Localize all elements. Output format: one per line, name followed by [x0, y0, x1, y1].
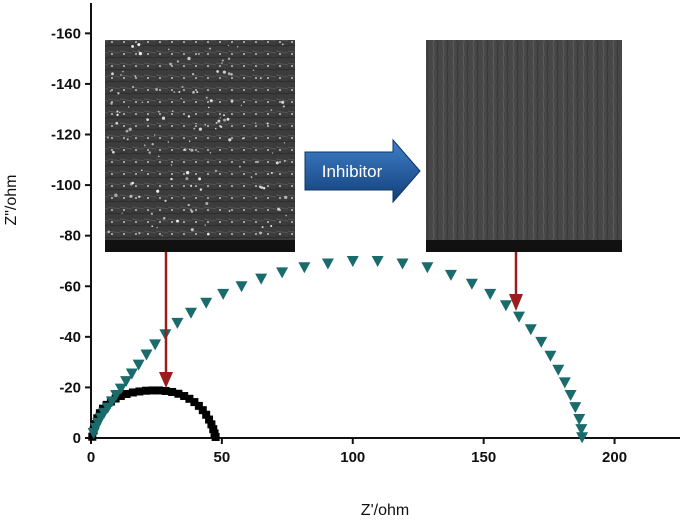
data-point-square — [174, 389, 183, 398]
data-point-square — [128, 388, 137, 397]
data-point-square — [88, 432, 97, 441]
x-tick-label: 200 — [602, 449, 627, 466]
data-point-square — [190, 398, 199, 407]
y-tick-label: -20 — [59, 379, 81, 396]
y-axis-title: Z"/ohm — [3, 174, 20, 225]
data-point-triangle — [200, 297, 213, 309]
x-tick-label: 150 — [471, 449, 496, 466]
pointer-arrow-inhibited — [509, 252, 523, 311]
data-point-triangle — [110, 390, 123, 402]
series-layer — [87, 255, 589, 444]
data-point-triangle — [105, 396, 118, 408]
data-point-triangle — [396, 258, 409, 270]
data-point-triangle — [444, 269, 457, 281]
series-1 — [87, 255, 589, 444]
data-point-square — [161, 386, 170, 395]
data-point-triangle — [101, 402, 114, 414]
data-point-triangle — [321, 258, 334, 270]
data-point-square — [198, 406, 207, 415]
data-point-triangle — [346, 255, 359, 267]
y-tick-label: 0 — [73, 430, 81, 447]
data-point-triangle — [569, 402, 582, 414]
sem-image-inhibited — [426, 40, 622, 252]
data-point-triangle — [125, 368, 138, 380]
data-point-triangle — [575, 424, 588, 436]
data-point-triangle — [535, 336, 548, 348]
data-point-triangle — [421, 262, 434, 274]
data-point-square — [135, 387, 144, 396]
data-point-triangle — [558, 377, 571, 389]
data-point-triangle — [513, 311, 526, 323]
data-point-square — [202, 410, 211, 419]
data-point-square — [205, 415, 214, 424]
data-point-square — [180, 392, 189, 401]
data-point-square — [185, 394, 194, 403]
data-point-square — [116, 392, 125, 401]
data-point-triangle — [276, 267, 289, 279]
data-point-triangle — [184, 307, 197, 319]
data-point-triangle — [371, 255, 384, 267]
series-0 — [88, 386, 220, 441]
data-point-square — [168, 387, 177, 396]
y-tick-label: -40 — [59, 329, 81, 346]
x-tick-label: 100 — [340, 449, 365, 466]
data-point-triangle — [564, 390, 577, 402]
y-tick-label: -160 — [51, 25, 81, 42]
y-tick-label: -60 — [59, 278, 81, 295]
pointer-arrow-uninhibited — [159, 252, 173, 388]
data-point-triangle — [298, 262, 311, 274]
data-point-square — [211, 432, 220, 441]
x-tick-label: 50 — [214, 449, 231, 466]
inhibitor-label: Inhibitor — [322, 162, 383, 181]
y-tick-label: -80 — [59, 228, 81, 245]
data-point-square — [209, 425, 218, 434]
data-point-triangle — [544, 350, 557, 362]
x-tick-label: 0 — [87, 449, 95, 466]
data-point-triangle — [132, 359, 145, 371]
y-axis-ticks: 0 -20 -40 -60 -80 -100 -120 -140 -160 — [51, 25, 91, 447]
data-point-triangle — [120, 376, 133, 388]
data-point-triangle — [149, 339, 162, 351]
data-point-square — [194, 401, 203, 410]
data-point-triangle — [576, 432, 589, 444]
inhibitor-arrow: Inhibitor — [304, 138, 421, 204]
data-point-triangle — [499, 300, 512, 312]
sem-particles — [106, 43, 288, 237]
data-point-triangle — [552, 364, 565, 376]
data-point-triangle — [140, 349, 153, 361]
x-axis-title: Z'/ohm — [361, 502, 409, 519]
data-point-square — [148, 386, 157, 395]
data-point-triangle — [573, 414, 586, 426]
data-point-triangle — [114, 383, 127, 395]
data-point-triangle — [235, 281, 248, 293]
data-point-triangle — [171, 317, 184, 329]
data-point-triangle — [524, 324, 537, 336]
data-point-square — [122, 389, 131, 398]
data-point-square — [155, 386, 164, 395]
data-point-square — [141, 386, 150, 395]
data-point-triangle — [465, 278, 478, 290]
y-tick-label: -120 — [51, 127, 81, 144]
data-point-triangle — [484, 288, 497, 300]
data-point-triangle — [255, 273, 268, 285]
y-tick-label: -100 — [51, 177, 81, 194]
data-point-square — [207, 420, 216, 429]
data-point-triangle — [217, 288, 230, 300]
y-tick-label: -140 — [51, 76, 81, 93]
x-axis-ticks: 0 50 100 150 200 — [87, 438, 627, 466]
sem-image-uninhibited — [105, 40, 295, 252]
